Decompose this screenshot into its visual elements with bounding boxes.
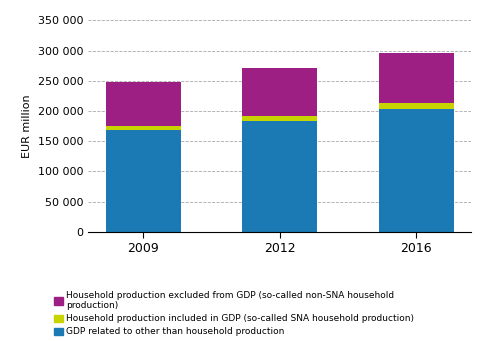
Bar xyxy=(106,82,181,125)
Bar xyxy=(106,130,181,232)
Bar xyxy=(243,121,317,232)
Y-axis label: EUR million: EUR million xyxy=(22,94,32,158)
Bar xyxy=(243,116,317,121)
Bar xyxy=(379,103,454,109)
Bar xyxy=(106,125,181,130)
Bar xyxy=(243,68,317,116)
Bar xyxy=(379,53,454,103)
Legend: Household production excluded from GDP (so-called non-SNA household
production),: Household production excluded from GDP (… xyxy=(54,291,414,337)
Bar xyxy=(379,109,454,232)
